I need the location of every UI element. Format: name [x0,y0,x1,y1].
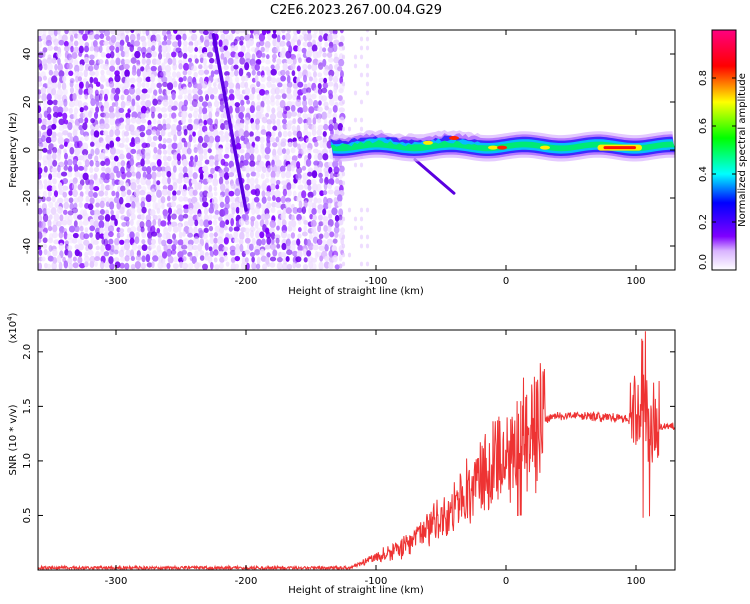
heatmap-streak [413,158,456,195]
colorbar-tick-label: 0.8 [698,70,709,86]
line-y-axis-label: SNR (10 * v/v) [8,404,19,475]
line-x-axis-label: Height of straight line (km) [288,585,424,596]
line-y-multiplier: (x104) [6,312,19,343]
line-x-tick-label: -200 [235,576,258,587]
line-x-tick-label: -100 [365,576,388,587]
colorbar-label: Normalized spectral amplitude [737,73,748,227]
line-x-tick-label: 0 [503,576,509,587]
heatmap-y-tick-label: 0 [22,147,33,153]
heatmap-y-axis-label: Frequency (Hz) [8,112,19,188]
line-y-tick-label: 0.5 [22,508,33,524]
heatmap-y-tick-label: 20 [22,96,33,109]
colorbar-tick-label: 0.2 [698,214,709,230]
line-y-tick-label: 2.0 [22,344,33,360]
heatmap-x-tick-label: 0 [503,276,509,287]
line-y-tick-label: 1.5 [22,398,33,414]
heatmap-x-tick-label: 100 [626,276,645,287]
snr-axes: -300 -200 -100 0 100 0.5 1.0 1.5 2.0 [22,329,676,587]
line-y-tick-label: 1.0 [22,453,33,469]
colorbar-tick-label: 0.0 [698,254,709,270]
colorbar-frame [711,29,737,271]
noise-region [38,30,456,270]
line-x-tick-label: 100 [626,576,645,587]
heatmap-y-tick-label: -20 [22,190,33,206]
colorbar-tick-label: 0.6 [698,118,709,134]
heatmap-x-tick-label: -300 [105,276,128,287]
colorbar [712,30,736,270]
line-x-tick-label: -300 [105,576,128,587]
heatmap-x-axis-label: Height of straight line (km) [288,286,424,297]
heatmap-streak [211,33,248,212]
line-background [38,330,675,570]
heatmap-x-tick-label: -100 [365,276,388,287]
colorbar-tick-label: 0.4 [698,166,709,182]
colorbar-axis: 0.0 0.2 0.4 0.6 0.8 [698,29,737,271]
spectrogram-heatmap [38,30,675,270]
line-frame [37,329,676,571]
heatmap-y-tick-label: 40 [22,48,33,61]
heatmap-y-tick-label: -40 [22,238,33,254]
signal-peak [603,146,636,150]
signal-band [330,129,675,162]
snr-line-plot [38,330,675,570]
chart-title: C2E6.2023.267.00.04.G29 [270,3,442,18]
heatmap-x-tick-label: -200 [235,276,258,287]
snr-series-line [38,331,675,570]
